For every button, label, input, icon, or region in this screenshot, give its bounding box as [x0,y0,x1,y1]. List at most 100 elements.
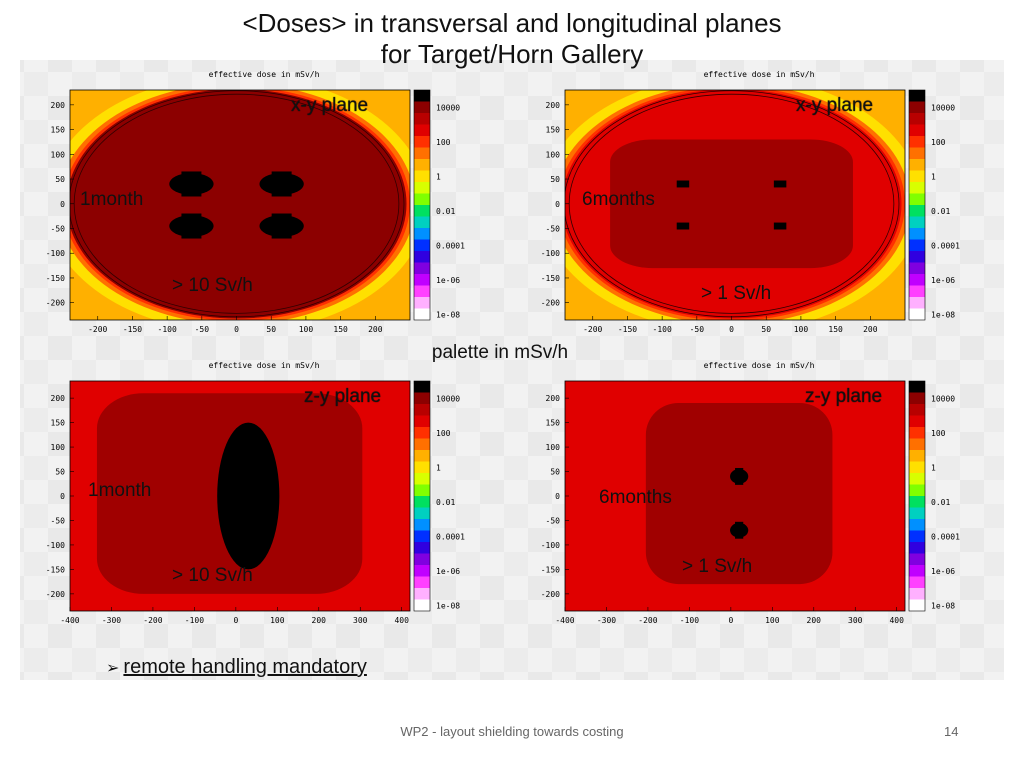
colorbar-segment [909,519,925,531]
hotspot-notch [271,213,292,239]
colorbar-label: 100 [931,138,946,147]
colorbar-segment [414,415,430,428]
colorbar-segment [414,576,430,589]
dose-label: > 10 Sv/h [172,565,253,586]
x-tick-label: -400 [555,616,574,625]
palette-caption: palette in mSv/h [431,342,569,363]
bullet-text: remote handling mandatory [123,656,367,678]
x-tick-label: 300 [353,616,368,625]
arrow-bullet-icon: ➢ [106,658,120,677]
x-tick-label: 200 [807,616,822,625]
x-tick-label: -100 [653,325,672,334]
y-tick-label: -50 [51,516,66,525]
colorbar-label: 1e-06 [436,276,460,285]
colorbar-segment [414,182,430,194]
dose-label: > 1 Sv/h [682,556,753,577]
hotspot-notch [181,213,202,239]
colorbar-label: 0.01 [436,498,455,507]
colorbar-segment [414,262,430,275]
y-tick-label: -100 [46,249,65,258]
heatmap-field [565,90,905,320]
slide-title-line2: for Target/Horn Gallery [380,39,644,69]
time-label: 6months [582,189,655,210]
colorbar-segment [414,113,430,125]
colorbar-segment [909,182,925,194]
colorbar-segment [909,274,925,286]
colorbar-segment [909,262,925,275]
x-tick-label: 200 [863,325,878,334]
time-label: 1month [80,189,144,210]
slide-title: <Doses> in transversal and longitudinal … [0,8,1024,70]
colorbar-segment [909,239,925,252]
plane-label: x-y plane [796,95,874,116]
y-tick-label: 0 [555,492,560,501]
x-tick-label: -200 [583,325,602,334]
bullet-item: ➢ remote handling mandatory [106,656,367,679]
x-tick-label: 400 [394,616,409,625]
heatmap-plot: 200 150 100 50 0 -50 -100 -150 -200 -400 -300 -200 -… [541,380,960,625]
hotspot-region [676,180,690,188]
x-tick-label: -200 [143,616,162,625]
x-tick-label: 200 [368,325,383,334]
y-tick-label: 150 [51,419,66,428]
y-tick-label: -200 [46,299,65,308]
colorbar-label: 0.0001 [931,532,960,541]
colorbar-segment [414,193,430,206]
heatmap-field [70,90,410,320]
colorbar-segment [414,239,430,252]
x-tick-label: 100 [765,616,780,625]
colorbar-segment [414,228,430,240]
y-tick-label: 50 [55,175,65,184]
chart-title: effective dose in mSv/h [208,70,320,79]
colorbar-segment [414,588,430,600]
x-tick-label: -50 [195,325,210,334]
y-tick-label: -200 [46,590,65,599]
heatmap-field [565,381,905,611]
y-tick-label: -50 [546,516,561,525]
x-tick-label: -150 [123,325,142,334]
colorbar-label: 100 [931,429,946,438]
colorbar-label: 1 [931,463,936,472]
colorbar-segment [414,159,430,171]
y-tick-label: 100 [51,443,66,452]
colorbar-segment [909,392,925,405]
colorbar-label: 10000 [931,394,955,403]
y-tick-label: 50 [55,468,65,477]
y-tick-label: 150 [51,126,66,135]
x-tick-label: -100 [185,616,204,625]
chart-title: effective dose in mSv/h [703,361,815,370]
colorbar-label: 1 [436,172,441,181]
x-tick-label: -200 [88,325,107,334]
y-tick-label: 0 [555,200,560,209]
colorbar-segment [909,599,925,612]
x-tick-label: 400 [889,616,904,625]
x-tick-label: -100 [158,325,177,334]
colorbar-label: 1 [931,172,936,181]
x-tick-label: 150 [828,325,843,334]
y-tick-label: 200 [51,101,66,110]
colorbar-label: 0.01 [931,498,950,507]
colorbar-segment [414,381,430,393]
colorbar-label: 10000 [931,103,955,112]
x-tick-label: -300 [102,616,121,625]
x-tick-label: 0 [234,325,239,334]
dose-region-outer [70,90,407,319]
chart-title: effective dose in mSv/h [208,361,320,370]
colorbar-segment [414,216,430,229]
colorbar-segment [909,438,925,451]
x-tick-label: -300 [597,616,616,625]
colorbar-segment [414,553,430,566]
time-label: 6months [599,487,672,508]
colorbar-frame [908,380,926,612]
y-tick-label: 100 [51,150,66,159]
colorbar-label: 0.01 [436,207,455,216]
colorbar-segment [909,450,925,462]
y-tick-label: -50 [546,224,561,233]
y-tick-label: 200 [546,101,561,110]
colorbar-segment [909,124,925,137]
x-tick-label: 50 [761,325,771,334]
hotspot-region [773,180,787,188]
x-tick-label: -50 [690,325,705,334]
colorbar-segment [414,473,430,485]
